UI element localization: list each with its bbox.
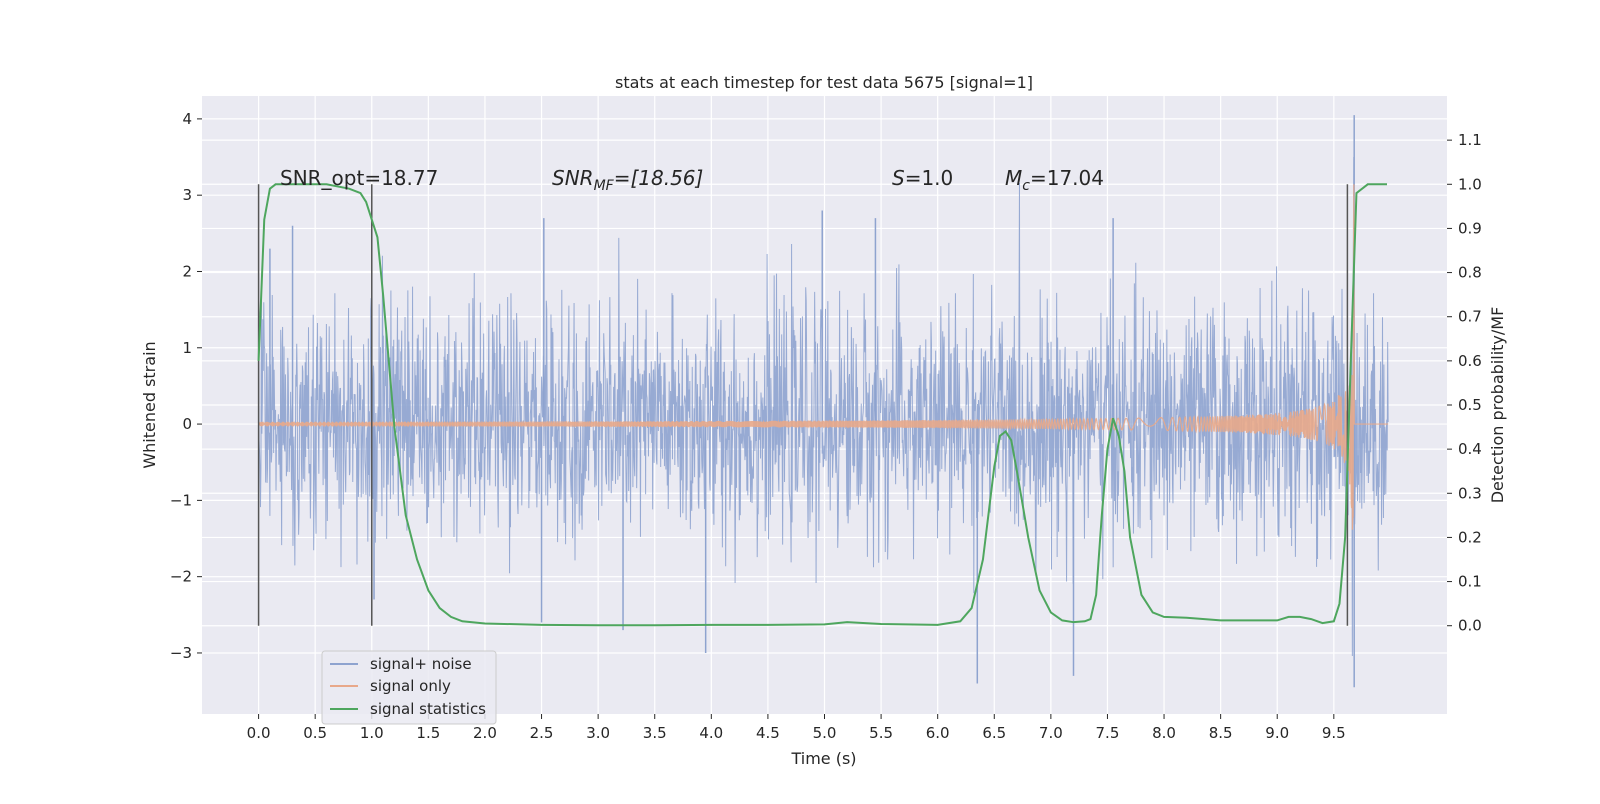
x-tick-label: 8.0 <box>1152 724 1176 742</box>
annotation-s: S=1.0 <box>892 166 953 190</box>
y2-axis-label: Detection probability/MF <box>1488 307 1507 504</box>
series-signal-only-line <box>258 184 1389 530</box>
x-tick-label: 8.5 <box>1209 724 1233 742</box>
x-tick-label: 9.5 <box>1322 724 1346 742</box>
y2-tick-label: 0.1 <box>1458 573 1482 591</box>
y-tick-label: −1 <box>170 491 192 509</box>
x-tick-label: 7.0 <box>1039 724 1063 742</box>
y2-tick-label: 0.5 <box>1458 396 1482 414</box>
x-tick-label: 7.5 <box>1096 724 1120 742</box>
x-tick-label: 9.0 <box>1265 724 1289 742</box>
annotation-s-value: =1.0 <box>905 166 954 190</box>
legend-label-signal-noise: signal+ noise <box>370 655 472 673</box>
x-tick-label: 5.5 <box>869 724 893 742</box>
x-tick-label: 0.5 <box>303 724 327 742</box>
y-tick-label: −2 <box>170 568 192 586</box>
y2-tick-label: 0.7 <box>1458 308 1482 326</box>
legend: signal+ noise signal only signal statist… <box>321 650 497 725</box>
chart-title: stats at each timestep for test data 567… <box>615 73 1033 92</box>
axis-layer: −3 −2 −1 0 1 2 3 4 0.0 0.1 0.2 0.3 0.4 0.5 0.6 0.7 0.8 0.… <box>170 110 1482 742</box>
x-tick-label: 2.0 <box>473 724 497 742</box>
y2-tick-label: 0.0 <box>1458 617 1482 635</box>
annotation-snr-mf-sub: MF <box>594 178 615 194</box>
y2-tick-label: 0.4 <box>1458 440 1482 458</box>
x-tick-label: 6.5 <box>982 724 1006 742</box>
y-axis-label: Whitened strain <box>140 341 159 468</box>
y-tick-label: 3 <box>182 186 192 204</box>
legend-label-signal-statistics: signal statistics <box>370 700 486 718</box>
legend-label-signal-only: signal only <box>370 677 451 695</box>
series-signal-noise-line <box>258 157 1389 656</box>
y2-tick-label: 0.2 <box>1458 528 1482 546</box>
y2-tick-label: 1.0 <box>1458 175 1482 193</box>
annotation-snr-mf-value: =[18.56] <box>614 166 704 190</box>
annotation-snr-mf-prefix: SNR <box>552 166 594 190</box>
x-tick-label: 0.0 <box>247 724 271 742</box>
y-tick-label: 4 <box>182 110 192 128</box>
x-tick-label: 4.0 <box>699 724 723 742</box>
y-tick-label: 0 <box>182 415 192 433</box>
series-signal-statistics-line <box>257 183 1388 627</box>
y-tick-label: 2 <box>182 262 192 280</box>
legend-box <box>321 650 497 725</box>
annotation-mc-var: M <box>1005 166 1022 190</box>
y2-tick-label: 0.3 <box>1458 484 1482 502</box>
y2-tick-label: 1.1 <box>1458 131 1482 149</box>
series-layer <box>257 115 1389 688</box>
x-tick-label: 4.5 <box>756 724 780 742</box>
annotation-mc-sub: c <box>1022 178 1030 194</box>
annotation-mc-value: =17.04 <box>1030 166 1104 190</box>
x-tick-label: 1.0 <box>360 724 384 742</box>
x-tick-label: 2.5 <box>530 724 554 742</box>
annotation-snr-mf: SNRMF=[18.56] <box>552 166 703 194</box>
y2-tick-label: 0.6 <box>1458 352 1482 370</box>
x-tick-label: 1.5 <box>416 724 440 742</box>
y2-tick-label: 0.8 <box>1458 264 1482 282</box>
x-tick-label: 3.0 <box>586 724 610 742</box>
annotation-snr-opt: SNR_opt=18.77 <box>280 166 438 190</box>
x-tick-label: 3.5 <box>643 724 667 742</box>
y2-tick-label: 0.9 <box>1458 219 1482 237</box>
x-tick-label: 5.0 <box>813 724 837 742</box>
annotation-s-var: S <box>892 166 905 190</box>
x-axis-label: Time (s) <box>790 749 856 768</box>
y-tick-label: −3 <box>170 644 192 662</box>
annotation-mc: Mc=17.04 <box>1005 166 1104 194</box>
y-tick-label: 1 <box>182 339 192 357</box>
x-tick-label: 6.0 <box>926 724 950 742</box>
